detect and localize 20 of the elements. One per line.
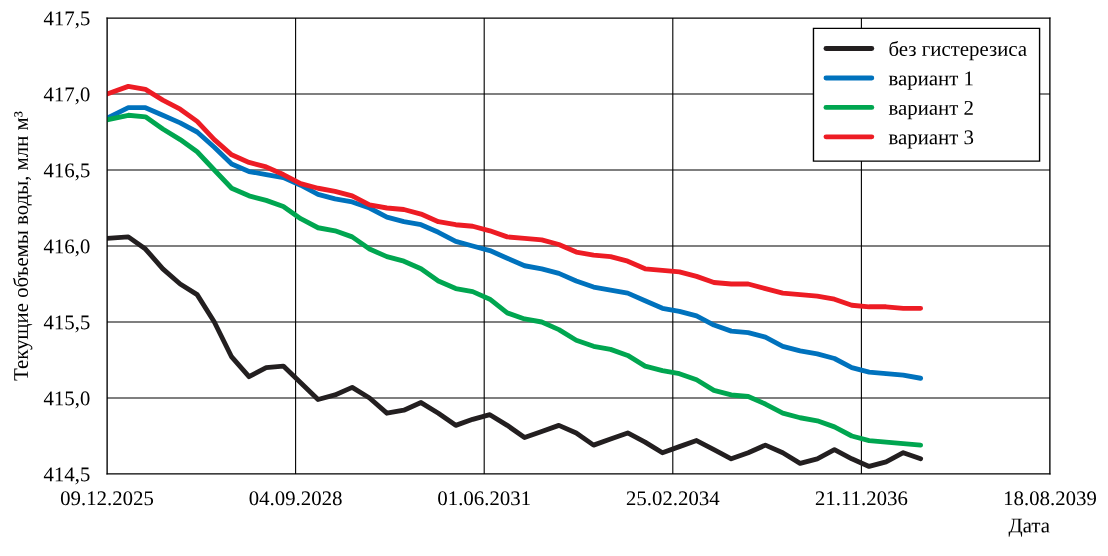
legend-label: без гистерезиса [889,40,1027,61]
x-tick-label: 04.09.2028 [249,491,342,506]
x-tick-label: 21.11.2036 [815,491,908,506]
x-tick-label: 18.08.2039 [1004,491,1097,506]
y-tick-label: 417,0 [43,87,90,105]
y-axis-title: Текущие объемы воды, млн м³ [12,111,33,381]
legend-label: вариант 1 [888,71,973,90]
x-tick-label: 09.12.2025 [60,491,154,506]
x-axis-title: Дата [1008,518,1050,537]
y-tick-label: 414,5 [43,467,90,485]
line-series [107,234,924,469]
y-tick-label: 415,5 [43,315,90,333]
x-tick-label: 25.02.2034 [626,491,720,506]
legend-label: вариант 3 [888,130,974,149]
y-tick-label: 416,5 [43,163,90,181]
y-tick-label: 417,5 [43,11,90,29]
legend-label: вариант 2 [888,100,973,120]
x-tick-label: 01.06.2031 [438,491,530,506]
y-tick-label: 415,0 [43,391,90,409]
y-tick-label: 416,0 [43,239,90,257]
